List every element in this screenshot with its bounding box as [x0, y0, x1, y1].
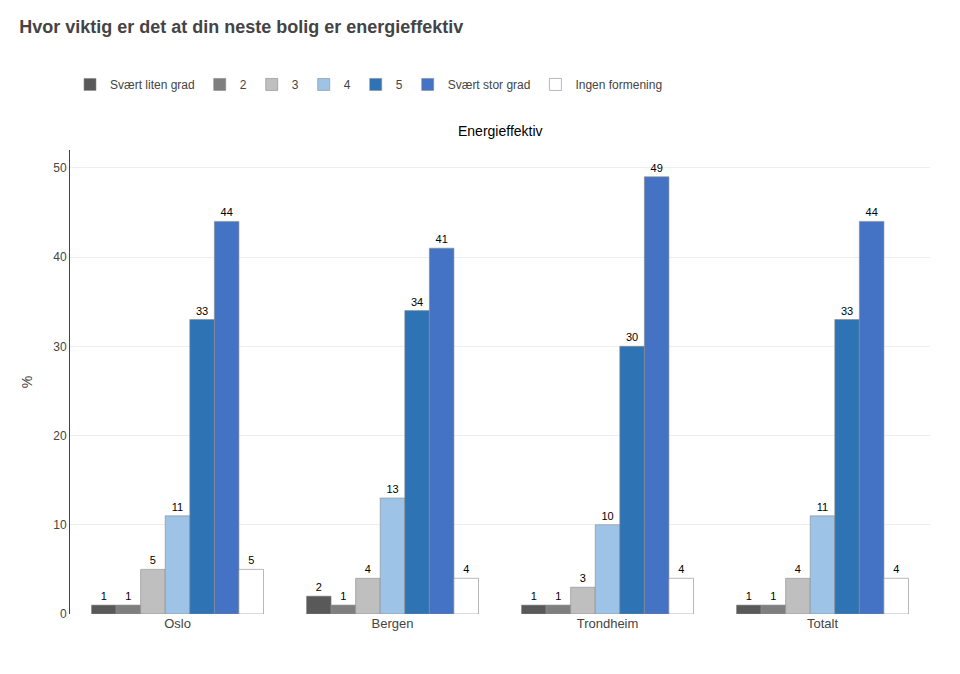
- svg-text:4: 4: [893, 563, 899, 575]
- svg-text:44: 44: [221, 206, 233, 218]
- svg-text:4: 4: [678, 563, 684, 575]
- svg-text:40: 40: [53, 250, 67, 264]
- svg-text:Svært stor grad: Svært stor grad: [448, 78, 531, 92]
- svg-text:30: 30: [626, 331, 638, 343]
- svg-text:0: 0: [60, 607, 67, 621]
- svg-text:Energieffektiv: Energieffektiv: [458, 123, 543, 139]
- svg-text:Ingen formening: Ingen formening: [575, 78, 662, 92]
- svg-text:50: 50: [53, 161, 67, 175]
- svg-text:Hvor viktig er det at din nest: Hvor viktig er det at din neste bolig er…: [19, 17, 463, 37]
- svg-text:11: 11: [172, 501, 183, 513]
- svg-text:5: 5: [396, 78, 403, 92]
- svg-text:1: 1: [531, 590, 537, 602]
- svg-text:Oslo: Oslo: [164, 616, 191, 631]
- svg-text:Bergen: Bergen: [372, 616, 414, 631]
- svg-text:1: 1: [125, 590, 131, 602]
- svg-text:10: 10: [53, 518, 67, 532]
- svg-text:20: 20: [53, 429, 67, 443]
- svg-text:1: 1: [555, 590, 561, 602]
- svg-text:1: 1: [746, 590, 752, 602]
- svg-text:4: 4: [795, 563, 801, 575]
- svg-text:1: 1: [340, 590, 346, 602]
- svg-text:34: 34: [411, 296, 423, 308]
- svg-text:3: 3: [580, 572, 586, 584]
- svg-text:5: 5: [150, 554, 156, 566]
- svg-text:1: 1: [770, 590, 776, 602]
- svg-text:44: 44: [866, 206, 878, 218]
- svg-text:10: 10: [601, 510, 613, 522]
- svg-text:2: 2: [240, 78, 247, 92]
- svg-text:Trondheim: Trondheim: [577, 616, 639, 631]
- svg-text:33: 33: [196, 305, 208, 317]
- svg-text:33: 33: [841, 305, 853, 317]
- svg-text:Totalt: Totalt: [807, 616, 838, 631]
- svg-text:4: 4: [344, 78, 351, 92]
- svg-text:3: 3: [292, 78, 299, 92]
- svg-text:%: %: [19, 376, 35, 388]
- svg-text:13: 13: [386, 483, 398, 495]
- svg-text:4: 4: [463, 563, 469, 575]
- svg-text:49: 49: [651, 162, 663, 174]
- svg-text:2: 2: [316, 581, 322, 593]
- svg-text:11: 11: [817, 501, 828, 513]
- svg-text:4: 4: [365, 563, 371, 575]
- svg-text:30: 30: [53, 340, 67, 354]
- svg-text:1: 1: [101, 590, 107, 602]
- svg-text:41: 41: [436, 233, 448, 245]
- svg-text:5: 5: [248, 554, 254, 566]
- svg-text:Svært liten grad: Svært liten grad: [110, 78, 195, 92]
